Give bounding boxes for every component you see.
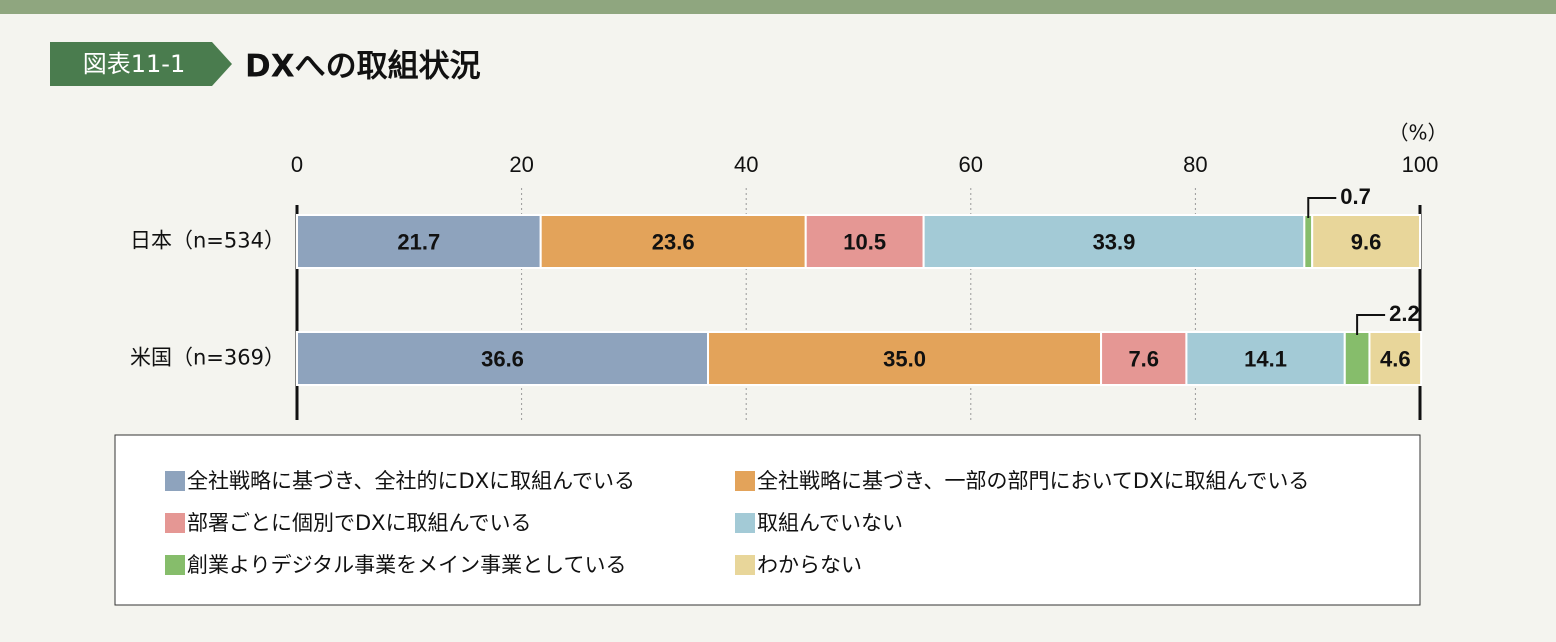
bar-segment	[1303, 214, 1314, 269]
bar-segment	[707, 331, 1103, 386]
x-tick-label: 40	[734, 152, 758, 177]
category-label: 米国（n=369）	[130, 346, 285, 370]
value-label: 9.6	[1351, 229, 1382, 254]
badge-label: 図表11-1	[83, 50, 185, 78]
chart-title: DXへの取組状況	[245, 49, 481, 85]
badge	[50, 42, 232, 86]
legend-label: わからない	[757, 553, 862, 577]
legend-swatch	[735, 555, 755, 575]
bar-segment	[539, 214, 807, 269]
value-label: 4.6	[1380, 346, 1411, 371]
bar-segment	[296, 214, 542, 269]
legend-swatch	[165, 555, 185, 575]
value-label: 0.7	[1340, 184, 1371, 209]
value-label: 35.0	[883, 346, 926, 371]
value-label: 21.7	[397, 229, 440, 254]
x-tick-label: 100	[1402, 152, 1439, 177]
value-label: 2.2	[1389, 301, 1420, 326]
bar-segment	[1311, 214, 1422, 269]
value-label: 10.5	[843, 229, 886, 254]
x-tick-label: 0	[291, 152, 303, 177]
bar-segment	[1368, 331, 1423, 386]
legend-label: 部署ごとに個別でDXに取組んでいる	[187, 511, 532, 535]
unit-label: （%）	[1388, 121, 1447, 145]
bar-segment	[1343, 331, 1371, 386]
x-tick-label: 60	[959, 152, 983, 177]
x-tick-label: 20	[509, 152, 533, 177]
value-label: 33.9	[1093, 229, 1136, 254]
value-label: 14.1	[1244, 346, 1287, 371]
value-label: 7.6	[1128, 346, 1159, 371]
legend-label: 全社戦略に基づき、全社的にDXに取組んでいる	[187, 469, 635, 493]
x-tick-label: 80	[1183, 152, 1207, 177]
leader-line	[1356, 314, 1386, 335]
legend-swatch	[735, 513, 755, 533]
legend-swatch	[165, 471, 185, 491]
legend-box	[114, 434, 1421, 606]
bar-segment	[922, 214, 1306, 269]
bar-segment	[1100, 331, 1188, 386]
legend-label: 創業よりデジタル事業をメイン事業としている	[187, 553, 627, 577]
value-label: 23.6	[652, 229, 695, 254]
legend-label: 取組んでいない	[757, 511, 903, 535]
legend-swatch	[735, 471, 755, 491]
legend-swatch	[165, 513, 185, 533]
leader-line	[1307, 197, 1337, 218]
bar-segment	[296, 331, 710, 386]
value-label: 36.6	[481, 346, 524, 371]
top-band	[0, 0, 1556, 14]
category-label: 日本（n=534）	[130, 229, 285, 253]
bar-segment	[1185, 331, 1346, 386]
legend-label: 全社戦略に基づき、一部の部門においてDXに取組んでいる	[757, 469, 1309, 493]
